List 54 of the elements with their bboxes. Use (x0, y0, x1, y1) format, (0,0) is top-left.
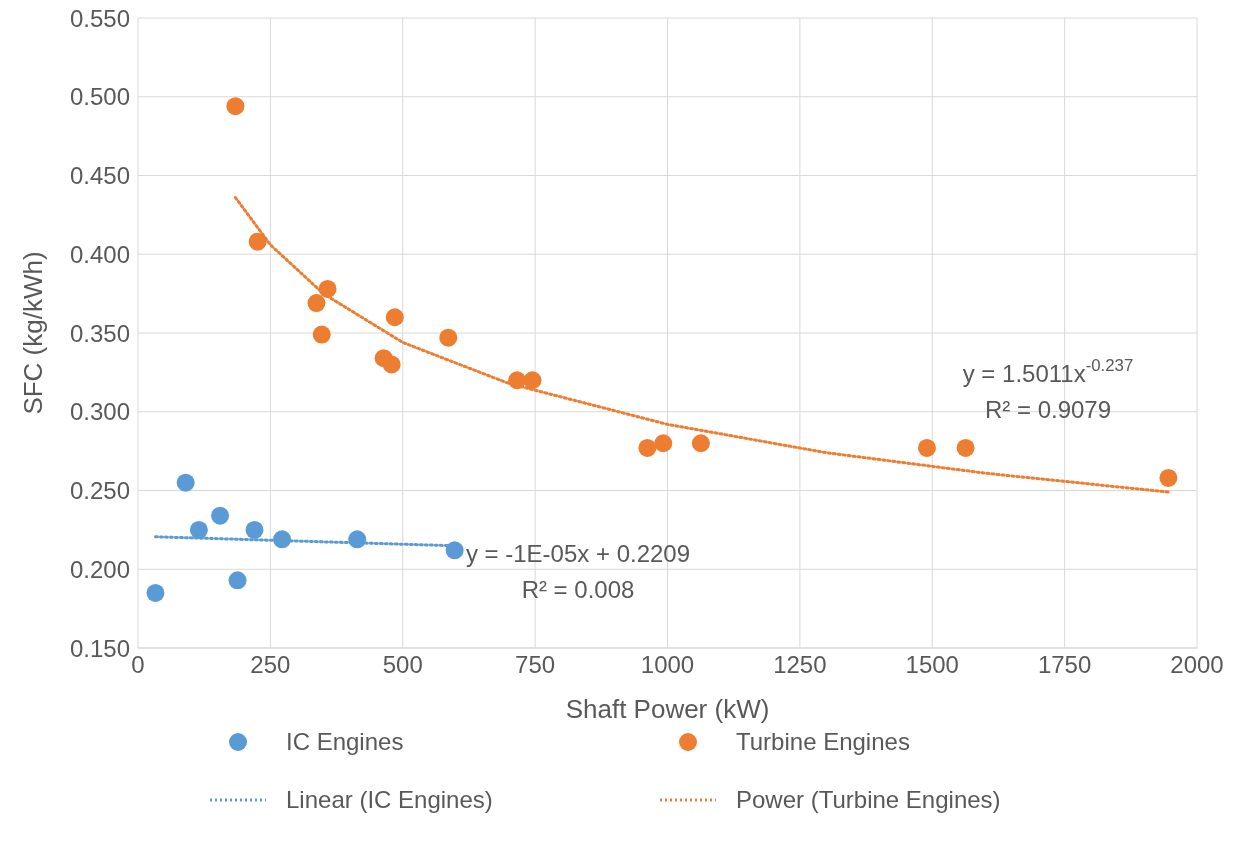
point (273, 530, 292, 549)
point (245, 520, 264, 539)
y-tick-label: 0.250 (69, 477, 130, 505)
point (638, 438, 657, 457)
x-tick-label: 500 (382, 651, 423, 679)
y-tick-label: 0.300 (69, 398, 130, 426)
annotation: R² = 0.9079 (984, 396, 1112, 424)
x-tick-label: 2000 (1170, 651, 1224, 679)
y-tick-label: 0.150 (69, 634, 130, 662)
point (1159, 468, 1178, 487)
y-tick-label: 0.450 (69, 162, 130, 190)
x-tick-label: 1500 (905, 651, 959, 679)
point (307, 294, 326, 313)
x-tick-label: 1750 (1037, 651, 1092, 679)
point (654, 434, 673, 453)
annotation: R² = 0.008 (521, 576, 635, 604)
annotation: y = -1E-05x + 0.2209 (465, 540, 691, 568)
legend-label: Power (Turbine Engines) (736, 786, 1001, 814)
point (312, 325, 331, 344)
point (385, 308, 404, 327)
point (226, 97, 245, 116)
x-tick-label: 750 (515, 651, 556, 679)
x-axis-title: Shaft Power (kW) (565, 694, 770, 724)
point (917, 438, 936, 457)
point (318, 279, 337, 298)
y-tick-label: 0.500 (69, 83, 130, 111)
point (508, 371, 527, 390)
point (439, 328, 458, 347)
point (228, 571, 247, 590)
point (146, 583, 165, 602)
point (445, 541, 464, 560)
y-tick-label: 0.350 (69, 319, 130, 347)
point (189, 520, 208, 539)
point (523, 371, 542, 390)
x-tick-label: 1000 (640, 651, 695, 679)
line-series (233, 196, 1170, 494)
x-tick-label: 0 (131, 651, 145, 679)
point (211, 506, 230, 525)
legend-label: Turbine Engines (736, 728, 910, 756)
y-tick-label: 0.200 (69, 555, 130, 583)
point (348, 530, 367, 549)
point (176, 473, 195, 492)
legend-label: Linear (IC Engines) (286, 786, 493, 814)
y-axis-title: SFC (kg/kWh) (18, 251, 49, 415)
point (382, 355, 401, 374)
legend-label: IC Engines (286, 728, 404, 756)
y-tick-label: 0.400 (69, 240, 130, 268)
x-tick-label: 1250 (773, 651, 827, 679)
annotation: y = 1.5011x$^{-0.237}$ (962, 355, 1134, 388)
point (956, 438, 975, 457)
point (691, 434, 710, 453)
y-tick-label: 0.550 (69, 4, 130, 32)
x-tick-label: 250 (250, 651, 291, 679)
point (248, 232, 267, 251)
